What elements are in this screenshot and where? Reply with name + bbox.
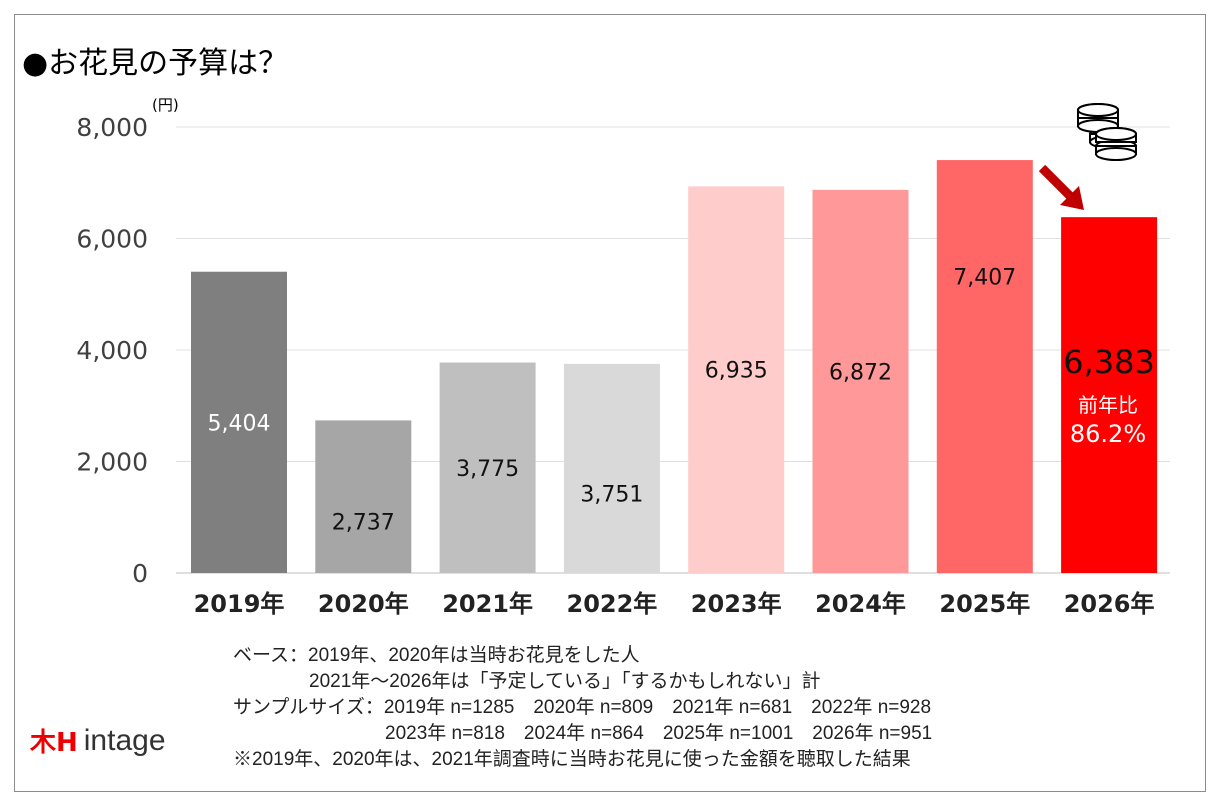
intage-logo: 木H intage bbox=[30, 722, 166, 759]
logo-text: intage bbox=[83, 723, 166, 757]
bar-2023年 bbox=[688, 186, 785, 573]
data-label: 5,404 bbox=[208, 411, 271, 436]
bar-2021年 bbox=[439, 362, 536, 573]
x-tick-label: 2021年 bbox=[442, 590, 533, 618]
bar-2025年 bbox=[936, 160, 1033, 573]
footnotes: ベース：2019年、2020年は当時お花見をした人 2021年～2026年は「予… bbox=[233, 643, 932, 773]
note-base-2: 2021年～2026年は「予定している」「するかもしれない」計 bbox=[233, 671, 821, 692]
x-tick-label: 2022年 bbox=[567, 590, 658, 618]
bar-2024年 bbox=[812, 189, 909, 574]
data-label: 2,737 bbox=[332, 511, 395, 536]
bar-2026年 bbox=[1061, 217, 1158, 573]
x-tick-label: 2019年 bbox=[194, 590, 285, 618]
data-label: 6,935 bbox=[705, 359, 768, 384]
bar-2019年 bbox=[191, 271, 287, 573]
y-tick-label: 4,000 bbox=[76, 336, 148, 365]
data-label: 3,751 bbox=[580, 482, 643, 507]
note-base: ベース：2019年、2020年は当時お花見をした人 bbox=[233, 645, 640, 666]
data-label: 6,383 bbox=[1063, 343, 1155, 381]
y-unit-label: (円) bbox=[152, 96, 179, 114]
bar-2020年 bbox=[315, 420, 412, 573]
chart-frame bbox=[14, 14, 1206, 792]
y-tick-label: 8,000 bbox=[76, 113, 148, 142]
x-tick-label: 2026年 bbox=[1064, 590, 1155, 618]
x-tick-label: 2023年 bbox=[691, 590, 782, 618]
yoy-label: 前年比 bbox=[1078, 393, 1138, 417]
y-tick-label: 0 bbox=[132, 559, 148, 588]
data-label: 3,775 bbox=[456, 457, 519, 482]
logo-mark-icon: 木H bbox=[30, 728, 78, 758]
chart-title: ●お花見の予算は？ bbox=[22, 46, 289, 81]
note-remark: ※2019年、2020年は、2021年調査時に当時お花見に使った金額を聴取した結… bbox=[233, 749, 911, 770]
note-sample-2: 2023年 n=818 2024年 n=864 2025年 n=1001 202… bbox=[233, 723, 933, 744]
y-tick-label: 2,000 bbox=[76, 448, 148, 477]
bar-2022年 bbox=[563, 363, 660, 573]
note-sample: サンプルサイズ：2019年 n=1285 2020年 n=809 2021年 n… bbox=[233, 697, 932, 718]
yoy-value: 86.2% bbox=[1070, 420, 1146, 448]
down-right-arrow-icon bbox=[1038, 164, 1084, 210]
coins-icon bbox=[1077, 103, 1137, 161]
data-label: 6,872 bbox=[829, 360, 892, 385]
y-tick-label: 6,000 bbox=[76, 225, 148, 254]
x-tick-label: 2025年 bbox=[939, 590, 1030, 618]
data-label: 7,407 bbox=[953, 266, 1016, 291]
x-tick-label: 2024年 bbox=[815, 590, 906, 618]
x-tick-label: 2020年 bbox=[318, 590, 409, 618]
